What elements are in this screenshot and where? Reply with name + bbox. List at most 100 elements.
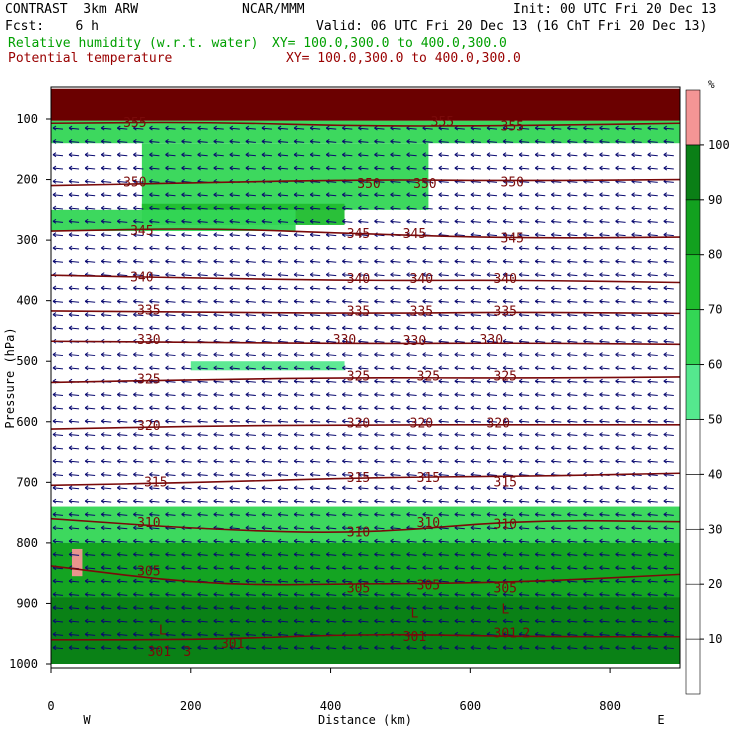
wind-head	[133, 220, 137, 224]
wind-shaft	[406, 314, 417, 317]
wind-shaft	[165, 180, 176, 183]
wind-head	[261, 194, 266, 198]
wind-vector	[117, 365, 128, 371]
wind-head	[117, 314, 121, 318]
wind-head	[374, 274, 378, 278]
wind-head	[261, 245, 266, 249]
wind-head	[68, 392, 73, 395]
wind-vector	[502, 152, 514, 158]
wind-head	[325, 338, 330, 342]
wind-head	[68, 312, 73, 316]
wind-head	[229, 300, 234, 304]
wind-head	[277, 367, 282, 371]
wind-head	[117, 247, 121, 251]
wind-shaft	[567, 274, 578, 277]
wind-shaft	[213, 274, 224, 277]
wind-vector	[406, 165, 417, 171]
wind-shaft	[342, 367, 353, 370]
wind-head	[518, 300, 523, 304]
wind-shaft	[599, 247, 610, 250]
wind-shaft	[374, 274, 385, 277]
wind-shaft	[438, 420, 449, 423]
wind-vector	[68, 192, 80, 198]
wind-shaft	[631, 127, 642, 130]
wind-head	[551, 127, 555, 131]
wind-head	[181, 300, 185, 304]
wind-head	[133, 127, 137, 131]
wind-head	[518, 392, 523, 395]
wind-shaft	[69, 420, 80, 423]
center-title: NCAR/MMM	[242, 2, 305, 17]
wind-shaft	[181, 127, 192, 130]
wind-vector	[438, 258, 449, 264]
wind-head	[534, 140, 539, 144]
wind-shaft	[631, 407, 642, 410]
wind-shaft	[229, 167, 240, 170]
wind-head	[165, 207, 169, 211]
wind-head	[438, 152, 443, 156]
wind-head	[406, 127, 410, 131]
wind-vector	[309, 192, 321, 198]
wind-vector	[165, 418, 176, 424]
wind-shaft	[69, 247, 80, 250]
wind-shaft	[52, 367, 64, 370]
wind-head	[631, 180, 635, 184]
wind-vector	[390, 272, 401, 278]
wind-vector	[325, 298, 337, 304]
wind-head	[486, 365, 491, 369]
wind-head	[181, 192, 185, 196]
wind-shaft	[583, 234, 594, 237]
wind-head	[293, 272, 298, 276]
wind-head	[229, 274, 234, 278]
wind-head	[197, 338, 201, 342]
wind-head	[583, 285, 587, 289]
wind-head	[534, 327, 539, 331]
wind-head	[309, 138, 314, 142]
wind-head	[133, 392, 137, 395]
wind-shaft	[663, 154, 674, 157]
wind-vector	[486, 285, 498, 291]
wind-shaft	[583, 274, 594, 277]
wind-head	[374, 220, 378, 224]
wind-head	[213, 314, 218, 318]
wind-shaft	[213, 367, 224, 370]
wind-head	[261, 152, 266, 156]
wind-shaft	[133, 314, 144, 317]
wind-shaft	[663, 247, 674, 250]
wind-vector	[309, 232, 321, 238]
wind-vector	[277, 165, 289, 171]
wind-head	[422, 167, 426, 171]
wind-head	[133, 352, 137, 355]
wind-vector	[117, 138, 128, 144]
wind-shaft	[390, 220, 401, 223]
wind-vector	[165, 138, 176, 144]
wind-head	[502, 272, 507, 276]
wind-head	[438, 327, 443, 331]
wind-head	[84, 298, 89, 302]
wind-head	[165, 274, 169, 278]
wind-shaft	[390, 274, 401, 277]
wind-vector	[197, 218, 208, 224]
wind-head	[374, 338, 378, 342]
wind-head	[647, 352, 652, 355]
wind-vector	[583, 165, 594, 171]
wind-vector	[647, 365, 658, 371]
wind-head	[84, 247, 89, 251]
wind-shaft	[567, 127, 578, 130]
wind-head	[390, 154, 394, 158]
wind-shaft	[342, 194, 353, 197]
wind-vector	[213, 125, 224, 131]
wind-head	[117, 192, 121, 196]
wind-head	[567, 338, 571, 342]
wind-head	[647, 365, 652, 369]
wind-vector	[647, 205, 658, 211]
wind-vector	[518, 138, 530, 144]
wind-vector	[518, 245, 530, 251]
wind-shaft	[310, 327, 321, 330]
wind-head	[663, 194, 668, 198]
wind-head	[502, 232, 507, 236]
wind-vector	[567, 405, 578, 411]
wind-shaft	[181, 167, 192, 170]
wind-vector	[213, 392, 224, 397]
wind-shaft	[374, 180, 385, 183]
